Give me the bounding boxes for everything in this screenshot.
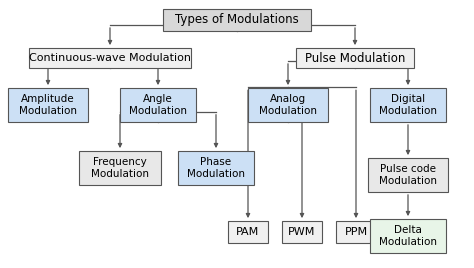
FancyBboxPatch shape: [163, 9, 311, 31]
Text: PAM: PAM: [237, 227, 260, 237]
Text: Pulse code
Modulation: Pulse code Modulation: [379, 164, 437, 186]
FancyBboxPatch shape: [370, 88, 446, 122]
FancyBboxPatch shape: [282, 221, 322, 243]
Text: Digital
Modulation: Digital Modulation: [379, 94, 437, 116]
Text: Pulse Modulation: Pulse Modulation: [305, 51, 405, 65]
FancyBboxPatch shape: [336, 221, 376, 243]
Text: Angle
Modulation: Angle Modulation: [129, 94, 187, 116]
Text: PPM: PPM: [345, 227, 367, 237]
Text: Amplitude
Modulation: Amplitude Modulation: [19, 94, 77, 116]
FancyBboxPatch shape: [296, 48, 414, 68]
FancyBboxPatch shape: [370, 219, 446, 253]
Text: Analog
Modulation: Analog Modulation: [259, 94, 317, 116]
FancyBboxPatch shape: [178, 151, 254, 185]
FancyBboxPatch shape: [29, 48, 191, 68]
FancyBboxPatch shape: [228, 221, 268, 243]
FancyBboxPatch shape: [368, 158, 448, 192]
FancyBboxPatch shape: [79, 151, 161, 185]
Text: Types of Modulations: Types of Modulations: [175, 13, 299, 27]
Text: Delta
Modulation: Delta Modulation: [379, 225, 437, 247]
Text: Phase
Modulation: Phase Modulation: [187, 157, 245, 179]
FancyBboxPatch shape: [8, 88, 88, 122]
Text: PWM: PWM: [288, 227, 316, 237]
Text: Frequency
Modulation: Frequency Modulation: [91, 157, 149, 179]
Text: Continuous-wave Modulation: Continuous-wave Modulation: [29, 53, 191, 63]
FancyBboxPatch shape: [248, 88, 328, 122]
FancyBboxPatch shape: [120, 88, 196, 122]
